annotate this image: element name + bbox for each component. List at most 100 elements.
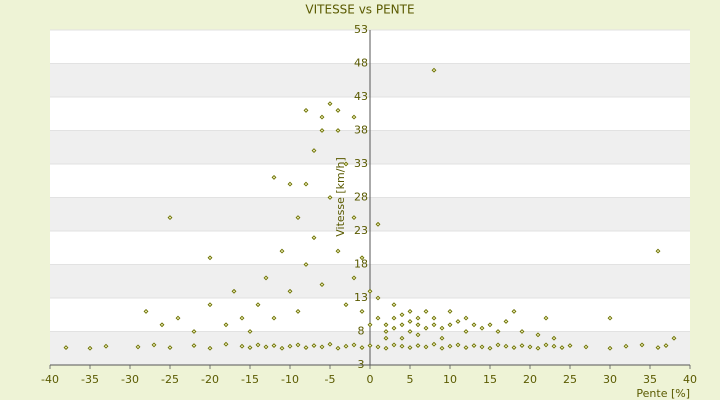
point — [335, 128, 341, 133]
point — [655, 345, 661, 351]
point — [319, 128, 325, 133]
point — [311, 235, 317, 241]
point — [159, 322, 165, 328]
x-tick-label: 15 — [483, 373, 497, 386]
point — [487, 322, 493, 328]
x-tick-label: 40 — [683, 373, 697, 386]
point — [407, 319, 413, 324]
y-tick-label: 13 — [354, 291, 368, 304]
point — [175, 315, 181, 321]
point — [335, 248, 341, 254]
point — [151, 342, 157, 348]
point — [391, 325, 397, 331]
point — [663, 343, 669, 349]
point — [495, 342, 501, 348]
x-axis-label: Pente [%] — [636, 387, 690, 400]
point — [255, 342, 261, 348]
point — [479, 325, 485, 331]
point — [295, 342, 301, 348]
point — [439, 335, 445, 341]
x-tick-label: 30 — [603, 373, 617, 386]
point — [359, 345, 365, 351]
point — [543, 342, 549, 348]
point — [447, 343, 453, 349]
point — [247, 345, 253, 351]
point — [367, 343, 373, 349]
x-tick-label: 5 — [407, 373, 414, 386]
x-tick-label: -15 — [241, 373, 259, 386]
y-tick-label: 23 — [354, 224, 368, 237]
point — [383, 322, 389, 328]
point — [407, 345, 413, 351]
point — [311, 148, 317, 154]
point — [367, 322, 373, 328]
point — [351, 114, 357, 120]
y-tick-label: 18 — [354, 258, 368, 271]
x-tick-label: -40 — [41, 373, 59, 386]
point — [335, 107, 341, 113]
point — [447, 308, 453, 314]
point — [319, 282, 325, 288]
x-tick-label: 25 — [563, 373, 577, 386]
point — [223, 322, 229, 328]
point — [431, 315, 437, 321]
point — [487, 345, 493, 351]
point — [327, 341, 333, 347]
point — [519, 343, 525, 349]
point — [471, 343, 477, 349]
point — [247, 329, 253, 334]
point — [351, 342, 357, 348]
point — [551, 335, 557, 341]
point — [503, 319, 509, 324]
y-tick-label: 33 — [354, 157, 368, 170]
point — [327, 101, 333, 107]
point — [207, 345, 213, 351]
point — [463, 345, 469, 351]
point — [455, 319, 461, 324]
point — [623, 343, 629, 349]
point — [303, 345, 309, 351]
point — [303, 181, 309, 187]
point — [303, 107, 309, 113]
x-tick-label: 10 — [443, 373, 457, 386]
point — [271, 315, 277, 321]
point — [207, 255, 213, 261]
point — [287, 288, 293, 294]
point — [263, 344, 269, 350]
point — [503, 343, 509, 349]
chart-title: VITESSE vs PENTE — [305, 3, 414, 17]
point — [607, 345, 613, 351]
point — [431, 67, 437, 73]
point — [295, 215, 301, 221]
point — [535, 345, 541, 351]
point — [167, 345, 173, 351]
point — [239, 315, 245, 321]
point — [303, 262, 309, 267]
point — [319, 114, 325, 120]
point — [511, 345, 517, 351]
point — [343, 343, 349, 349]
point — [415, 343, 421, 349]
point — [287, 343, 293, 349]
point — [415, 322, 421, 328]
point — [511, 308, 517, 314]
point — [423, 344, 429, 350]
point — [583, 344, 589, 350]
point — [279, 248, 285, 254]
point — [383, 345, 389, 351]
point — [383, 335, 389, 341]
point — [343, 161, 349, 167]
x-tick-label: 35 — [643, 373, 657, 386]
point — [415, 315, 421, 321]
point — [399, 335, 405, 341]
y-tick-label: 38 — [354, 124, 368, 137]
point — [463, 315, 469, 321]
point — [359, 255, 365, 261]
point — [87, 345, 93, 351]
point — [407, 329, 413, 334]
point — [359, 308, 365, 314]
point — [391, 302, 397, 308]
x-tick-label: -10 — [281, 373, 299, 386]
point — [535, 332, 541, 338]
point — [519, 329, 525, 334]
